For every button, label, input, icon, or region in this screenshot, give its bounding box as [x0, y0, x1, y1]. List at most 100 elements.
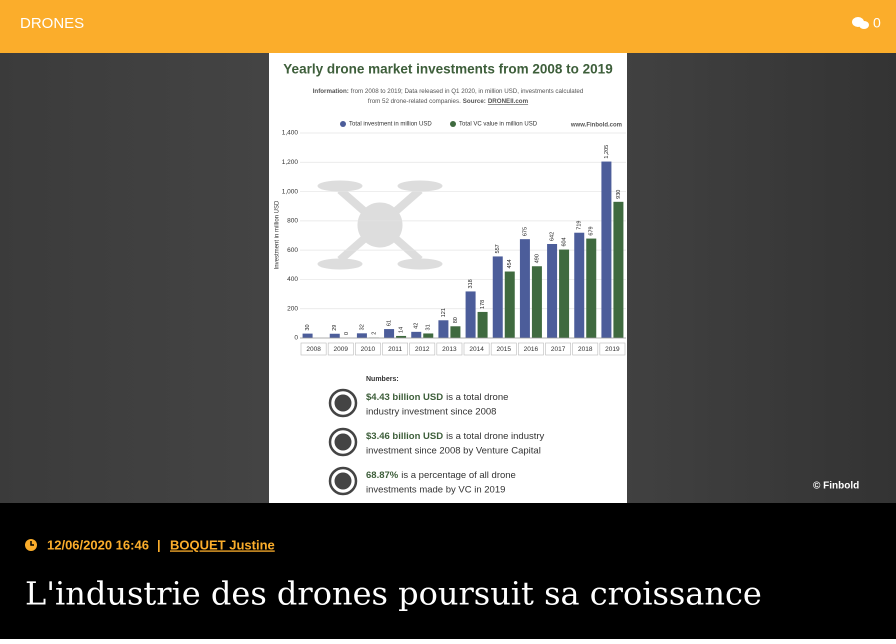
article-title: L'industrie des drones poursuit sa crois… — [25, 575, 762, 613]
source-label: Source: — [463, 98, 486, 105]
value-label: 675 — [522, 227, 528, 236]
number-text: is a total drone industry — [446, 431, 544, 442]
chart-website: www.Finbold.com — [570, 123, 622, 129]
bar — [438, 320, 448, 338]
number-line: investment since 2008 by Venture Capital — [366, 446, 541, 457]
bar — [450, 326, 460, 338]
x-tick-label: 2014 — [469, 346, 484, 353]
chart-info: Information:from 2008 to 2019; Data rele… — [313, 88, 584, 95]
post-date: 12/06/2020 16:46 — [47, 537, 149, 552]
comment-count: 0 — [873, 15, 881, 31]
value-label: 29 — [332, 325, 338, 331]
bar — [559, 250, 569, 338]
chart-info: from 52 drone-related companies.Source:D… — [368, 98, 529, 105]
value-label: 2 — [371, 332, 377, 335]
bar — [574, 233, 584, 338]
bar — [330, 334, 340, 338]
number-highlight: $3.46 billion USD — [366, 431, 443, 442]
bar — [520, 239, 530, 338]
legend-swatch — [450, 121, 456, 127]
bar — [411, 332, 421, 338]
number-icon-inner — [335, 473, 352, 490]
number-text: is a percentage of all drone — [401, 470, 516, 481]
number-line: investments made by VC in 2019 — [366, 485, 505, 496]
value-label: 719 — [577, 221, 583, 230]
y-tick-label: 0 — [294, 335, 298, 342]
value-label: 454 — [507, 259, 513, 268]
value-label: 14 — [399, 327, 405, 333]
number-line: industry investment since 2008 — [366, 407, 496, 418]
number-highlight: 68.87% — [366, 470, 399, 481]
legend-swatch — [340, 121, 346, 127]
legend-label: Total VC value in million USD — [459, 122, 538, 128]
bar — [384, 329, 394, 338]
bar — [547, 244, 557, 338]
x-tick-label: 2016 — [524, 346, 539, 353]
x-tick-label: 2010 — [361, 346, 376, 353]
x-tick-label: 2013 — [442, 346, 457, 353]
x-tick-label: 2019 — [605, 346, 620, 353]
y-tick-label: 600 — [287, 247, 298, 254]
x-tick-label: 2008 — [306, 346, 321, 353]
bar — [532, 266, 542, 338]
chart-title: Yearly drone market investments from 200… — [283, 62, 612, 77]
bar — [613, 202, 623, 338]
number-text: is a total drone — [446, 392, 508, 403]
bar — [586, 239, 596, 338]
x-tick-label: 2015 — [497, 346, 512, 353]
number-highlight: $4.43 billion USD — [366, 392, 443, 403]
comment-icon — [859, 21, 869, 29]
y-tick-label: 1,000 — [282, 188, 299, 195]
info-text: from 52 drone-related companies. — [368, 98, 461, 105]
y-tick-label: 1,200 — [282, 159, 299, 166]
value-label: 31 — [426, 324, 432, 330]
y-tick-label: 200 — [287, 305, 298, 312]
value-label: 490 — [534, 254, 540, 263]
x-tick-label: 2009 — [334, 346, 349, 353]
bar — [505, 272, 515, 338]
value-label: 930 — [616, 190, 622, 199]
value-label: 61 — [387, 320, 393, 326]
image-credit: © Finbold — [813, 481, 859, 492]
numbers-title: Numbers: — [366, 376, 399, 383]
bar — [303, 334, 313, 338]
section-link[interactable]: DRONES — [20, 15, 84, 32]
header-bar — [0, 0, 896, 53]
y-tick-label: 400 — [287, 276, 298, 283]
bar — [357, 333, 367, 338]
value-label: 32 — [359, 324, 365, 330]
value-label: 642 — [550, 232, 556, 241]
value-label: 557 — [495, 244, 501, 253]
number-line: 68.87%is a percentage of all drone — [366, 470, 516, 481]
number-icon-inner — [335, 395, 352, 412]
footer-bar — [0, 503, 896, 639]
value-label: 80 — [453, 317, 459, 323]
value-label: 178 — [480, 300, 486, 309]
x-tick-label: 2018 — [578, 346, 593, 353]
bar — [423, 333, 433, 338]
author-link[interactable]: BOQUET Justine — [170, 537, 275, 552]
info-label: Information: — [313, 88, 349, 95]
info-text: from 2008 to 2019; Data released in Q1 2… — [351, 88, 584, 95]
x-tick-label: 2011 — [388, 346, 402, 353]
value-label: 679 — [589, 226, 595, 235]
value-label: 0 — [344, 332, 350, 335]
value-label: 604 — [562, 237, 568, 246]
x-tick-label: 2012 — [415, 346, 430, 353]
value-label: 42 — [414, 323, 420, 329]
bar — [466, 291, 476, 338]
number-icon-inner — [335, 434, 352, 451]
value-label: 318 — [468, 279, 474, 288]
y-tick-label: 1,400 — [282, 130, 299, 137]
meta-separator: | — [157, 537, 161, 552]
bar — [493, 256, 503, 338]
source-link: DRONEII.com — [488, 98, 529, 105]
x-tick-label: 2017 — [551, 346, 566, 353]
bar — [478, 312, 488, 338]
y-axis-label: Investment in million USD — [275, 200, 281, 269]
bar — [601, 162, 611, 338]
